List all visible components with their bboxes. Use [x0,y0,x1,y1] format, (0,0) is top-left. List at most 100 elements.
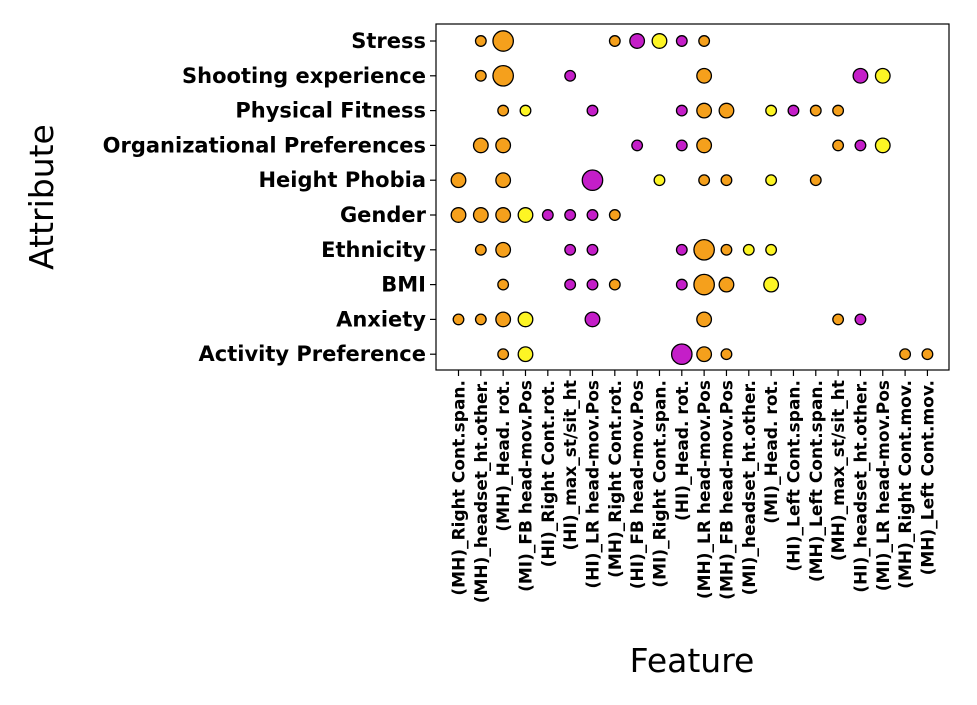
data-point [675,104,688,117]
x-tick-label: (MI)_Right Cont.span. [650,380,670,588]
x-tick-label: (HI)_Head. rot. [673,380,693,521]
data-point [698,174,711,187]
x-tick-label: (HI)_LR head-mov.Pos [583,380,603,589]
data-point [474,69,487,82]
data-point [450,207,467,223]
data-point [832,313,845,326]
data-point [693,238,715,261]
data-point [763,276,780,293]
x-tick-label: (MI)_Head. rot. [762,380,782,524]
data-point [653,174,666,187]
data-point [564,243,577,256]
data-point [586,243,599,256]
data-point [495,172,512,189]
x-tick-label: (MI)_LR head-mov.Pos [874,380,894,591]
data-point [517,207,534,223]
data-point [809,104,822,117]
data-point [497,348,510,361]
y-tick-label: Anxiety [336,307,426,331]
y-tick-label: BMI [381,273,426,297]
y-tick-label: Shooting experience [182,64,426,88]
x-tick-label: (HI)_headset_ht.other. [851,380,871,593]
data-point [474,35,487,47]
data-point [854,313,867,326]
x-tick-label: (MH)_Left Cont.span. [807,380,827,582]
data-point [675,139,688,152]
data-point [472,207,489,223]
data-point [718,276,735,293]
data-point [696,102,713,119]
data-point [517,346,534,363]
x-tick-label: (HI)_Right Cont.rot. [539,380,559,567]
y-tick-label: Stress [351,29,426,53]
data-point [874,137,891,154]
data-point [720,174,733,187]
x-axis: (MH)_Right Cont.span. (MH)_headset_ht.oth… [450,370,938,603]
data-point [495,137,512,154]
data-point [852,67,869,84]
data-point [720,348,733,361]
x-tick-label: (HI)_Left Cont.span. [784,380,804,572]
data-point [564,69,577,82]
y-axis: Stress Shooting experience Physical Fitnes… [103,29,436,366]
data-point [742,243,755,256]
data-point [564,209,577,221]
y-tick-label: Gender [340,203,427,227]
data-point [564,278,577,291]
data-point [675,278,688,291]
data-point [586,104,599,117]
data-point [809,174,822,187]
x-tick-label: (MH)_LR head-mov.Pos [695,380,715,599]
x-tick-label: (MI)_FB head-mov.Pos [516,380,536,592]
data-point [495,207,512,223]
data-point [765,104,778,117]
data-point [474,313,487,326]
x-tick-label: (MI)_headset_ht.other. [740,380,760,595]
x-axis-title: Feature [630,641,755,680]
data-point [519,104,532,117]
data-point [670,343,693,366]
data-point [787,104,800,117]
x-tick-label: (MH)_Right Cont.span. [450,380,470,596]
data-point [765,243,778,256]
data-point [698,35,711,47]
x-tick-label: (MH)_Head. rot. [494,380,514,532]
data-point [899,348,912,361]
data-point [631,139,644,152]
data-point [675,35,688,47]
y-axis-title: Attribute [22,124,61,270]
x-tick-label: (MH)_max_st/sit_ht [829,380,849,561]
x-tick-label: (MH)_FB head-mov.Pos [717,380,737,600]
data-point [696,67,713,84]
x-tick-label: (MH)_headset_ht.other. [472,380,492,603]
data-point [874,67,891,84]
data-point [472,137,489,154]
data-point [452,313,465,326]
data-point [584,311,601,328]
data-point [629,33,646,49]
data-point [495,241,512,258]
data-point [718,102,735,119]
data-point [765,174,778,187]
data-point [492,64,515,87]
data-point [586,209,599,221]
data-point [474,243,487,256]
data-point [832,104,845,117]
data-point [832,139,845,152]
y-tick-label: Height Phobia [258,168,426,192]
data-point [517,311,534,328]
data-point [696,346,713,363]
data-point [541,209,554,221]
data-point [492,30,515,52]
data-point [854,139,867,152]
data-point [497,278,510,291]
data-point [693,273,715,296]
data-point [651,33,668,49]
y-tick-label: Activity Preference [199,342,426,366]
data-point [696,137,713,154]
data-point [497,104,510,117]
x-tick-label: (MH)_Left Cont.mov. [918,380,938,575]
data-points [450,30,934,366]
data-point [450,172,467,189]
